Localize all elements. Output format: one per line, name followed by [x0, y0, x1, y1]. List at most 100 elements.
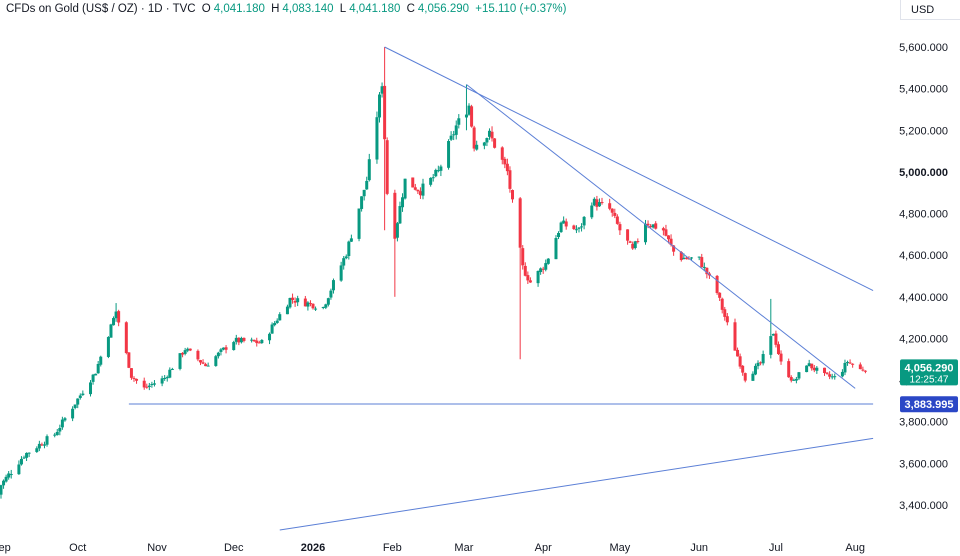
candle-body	[204, 364, 208, 367]
candle-body	[94, 373, 98, 376]
candle-body	[487, 130, 491, 137]
candle-body	[329, 290, 333, 298]
candle-body	[178, 353, 182, 369]
candle-body	[96, 363, 100, 374]
candle-body	[723, 309, 727, 317]
candle-body	[454, 125, 458, 135]
candle-body	[667, 235, 671, 240]
candle-body	[342, 258, 346, 266]
candle-body	[615, 216, 619, 224]
candle-body	[198, 360, 202, 363]
candle-body	[239, 337, 243, 343]
candle-body	[344, 256, 348, 259]
candle-body	[720, 298, 724, 310]
candle-body	[255, 340, 259, 344]
candle-body	[485, 138, 489, 143]
price-tick-label: 4,400.000	[899, 292, 948, 304]
candle-body	[285, 306, 289, 315]
candle-body	[493, 138, 497, 148]
candle-body	[664, 229, 668, 236]
trendline	[384, 46, 874, 292]
candle-body	[222, 347, 226, 350]
candle-body	[733, 322, 737, 351]
price-tick-label: 5,200.000	[899, 125, 948, 137]
candle-body	[45, 436, 49, 445]
candle-body	[296, 298, 300, 303]
candle-body	[470, 106, 474, 127]
candle-body	[117, 311, 121, 323]
candle-body	[851, 363, 855, 365]
candle-body	[812, 367, 816, 371]
candle-body	[661, 228, 665, 231]
candle-body	[385, 140, 389, 194]
candle-body	[78, 395, 82, 398]
candle-body	[403, 178, 407, 199]
candle-body	[168, 369, 172, 378]
currency-button[interactable]: USD	[900, 0, 960, 20]
candle-body	[165, 377, 169, 379]
candle-body	[268, 333, 272, 341]
candle-body	[490, 131, 494, 139]
price-tick-label: 3,800.000	[899, 417, 948, 429]
candle-body	[858, 364, 862, 370]
candle-body	[508, 170, 512, 189]
open-value: 4,041.180	[213, 3, 265, 15]
candle-body	[278, 314, 282, 321]
candle-body	[505, 163, 509, 172]
candle-body	[42, 444, 46, 446]
candle-body	[393, 192, 397, 239]
candle-body	[475, 144, 479, 150]
candle-body	[697, 256, 701, 258]
price-tick-label: 4,200.000	[899, 333, 948, 345]
candle-body	[25, 452, 29, 458]
candle-body	[500, 147, 504, 160]
candle-body	[807, 363, 811, 367]
trendlines[interactable]	[128, 46, 874, 531]
candle-body	[449, 135, 453, 140]
candle-body	[37, 443, 41, 449]
price-tick-label: 3,600.000	[899, 458, 948, 470]
candle-body	[106, 337, 110, 357]
candle-body	[260, 340, 264, 344]
candle-body	[810, 363, 814, 369]
candle-body	[672, 245, 676, 252]
candle-body	[357, 208, 361, 239]
candle-body	[181, 352, 185, 355]
candle-body	[482, 142, 486, 146]
level-price-tag	[900, 396, 958, 413]
close-value: 4,056.290	[417, 3, 470, 15]
candle-body	[840, 371, 844, 377]
time-tick-label: Oct	[69, 542, 86, 554]
time-tick-label: Jul	[769, 542, 783, 554]
candle-body	[628, 241, 632, 243]
candle-body	[89, 382, 93, 395]
candle-body	[183, 350, 187, 354]
candle-body	[60, 419, 64, 428]
candle-body	[234, 337, 238, 342]
candle-body	[434, 169, 438, 177]
candle-body	[562, 220, 566, 224]
candle-body	[186, 348, 190, 351]
candle-body	[9, 474, 13, 476]
candle-body	[314, 308, 318, 310]
candle-body	[815, 367, 819, 371]
candle-body	[564, 221, 568, 227]
price-tick-label: 4,800.000	[899, 209, 948, 221]
time-tick-label: Apr	[535, 542, 552, 554]
close-key: C	[406, 3, 415, 15]
candle-body	[232, 342, 236, 351]
candle-body	[411, 177, 415, 188]
candle-body	[7, 473, 11, 478]
candle-body	[188, 348, 192, 351]
candle-body	[216, 352, 220, 357]
candle-body	[288, 297, 292, 308]
candle-body	[347, 241, 351, 256]
candle-body	[416, 189, 420, 192]
candle-body	[291, 297, 295, 301]
symbol-title[interactable]: CFDs on Gold (US$ / OZ) · 1D · TVC	[6, 3, 196, 15]
candle-body	[597, 202, 601, 207]
candle-body	[823, 367, 827, 374]
candle-body	[273, 323, 277, 326]
candle-body	[349, 238, 353, 242]
